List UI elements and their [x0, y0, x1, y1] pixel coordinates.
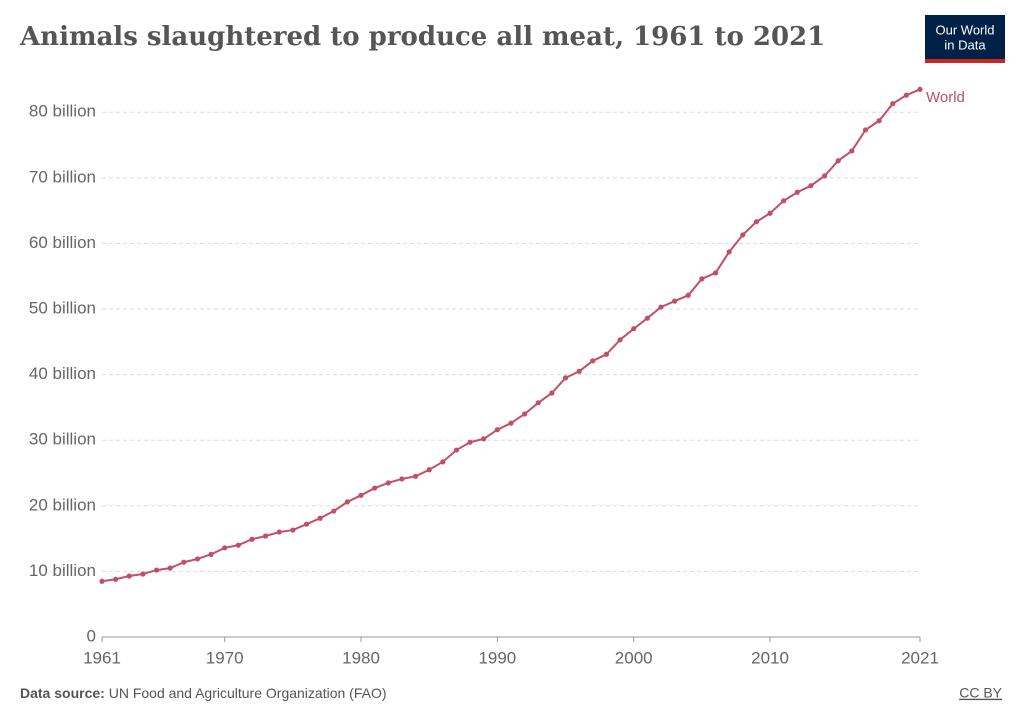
logo-text: Our World — [936, 22, 995, 37]
y-tick-label: 30 billion — [29, 430, 96, 449]
point — [753, 219, 760, 225]
point — [358, 492, 364, 498]
point — [412, 473, 419, 479]
point — [385, 480, 391, 486]
point — [726, 249, 732, 255]
point — [672, 298, 678, 304]
point — [153, 567, 160, 573]
point — [208, 551, 214, 557]
x-tick-label: 2021 — [901, 648, 939, 667]
point — [917, 86, 923, 92]
point — [467, 439, 473, 445]
point — [276, 529, 282, 535]
point — [890, 101, 896, 107]
y-tick-label: 80 billion — [29, 102, 96, 121]
x-tick-label: 1970 — [206, 648, 244, 667]
x-tick-label: 2010 — [751, 648, 789, 667]
point — [821, 173, 828, 179]
point — [99, 578, 105, 584]
point — [508, 420, 514, 426]
point — [453, 447, 460, 453]
point — [740, 232, 746, 238]
chart-title: Animals slaughtered to produce all meat,… — [19, 22, 825, 52]
point — [303, 521, 310, 527]
y-tick-label: 60 billion — [29, 233, 96, 252]
point — [631, 326, 637, 332]
point — [140, 571, 146, 577]
logo[interactable]: Our World in Data — [925, 15, 1005, 63]
point — [290, 527, 296, 533]
y-tick-label: 0 — [87, 626, 96, 645]
source-label: Data source: — [20, 685, 105, 701]
point — [808, 183, 814, 189]
x-tick-label: 1990 — [478, 648, 516, 667]
point — [426, 467, 432, 473]
y-tick-label: 10 billion — [29, 561, 96, 580]
point — [903, 92, 909, 98]
point — [685, 292, 691, 298]
point — [194, 556, 201, 562]
point — [535, 400, 541, 406]
logo-bar — [925, 59, 1005, 63]
point — [562, 375, 569, 381]
point — [399, 476, 405, 482]
point — [603, 351, 610, 357]
point — [481, 436, 487, 442]
point — [494, 427, 500, 433]
x-tick-label: 2000 — [615, 648, 653, 667]
point — [862, 127, 869, 133]
point — [644, 315, 650, 321]
series-line — [101, 88, 921, 583]
point — [317, 515, 323, 521]
point — [235, 542, 241, 548]
logo-text: in Data — [944, 37, 986, 52]
point — [781, 198, 787, 204]
point — [522, 411, 528, 417]
point — [712, 270, 719, 276]
point — [344, 499, 350, 505]
point — [549, 390, 555, 396]
point — [372, 485, 378, 491]
point — [849, 148, 855, 154]
series-label: World — [926, 89, 965, 106]
point — [181, 559, 187, 565]
point — [576, 368, 582, 374]
point — [767, 210, 773, 216]
y-tick-label: 50 billion — [29, 299, 96, 318]
y-tick-label: 40 billion — [29, 364, 96, 383]
source-text: UN Food and Agriculture Organization (FA… — [109, 685, 387, 701]
license[interactable]: CC BY — [959, 685, 1002, 701]
point — [126, 573, 132, 579]
point — [167, 565, 173, 571]
point — [617, 337, 623, 343]
point — [440, 459, 446, 465]
point — [590, 358, 596, 364]
point — [331, 508, 337, 514]
x-tick-label: 1961 — [83, 648, 121, 667]
y-tick-label: 70 billion — [29, 167, 96, 186]
point — [835, 158, 841, 164]
point — [249, 536, 255, 542]
point — [658, 304, 664, 310]
point — [113, 576, 119, 582]
source: Data source: UN Food and Agriculture Org… — [20, 685, 387, 701]
point — [699, 276, 705, 282]
point — [876, 118, 882, 124]
point — [794, 189, 800, 195]
x-tick-label: 1980 — [342, 648, 380, 667]
point — [222, 545, 228, 551]
y-tick-label: 20 billion — [29, 495, 96, 514]
point — [263, 533, 269, 539]
logo-box — [925, 15, 1005, 59]
